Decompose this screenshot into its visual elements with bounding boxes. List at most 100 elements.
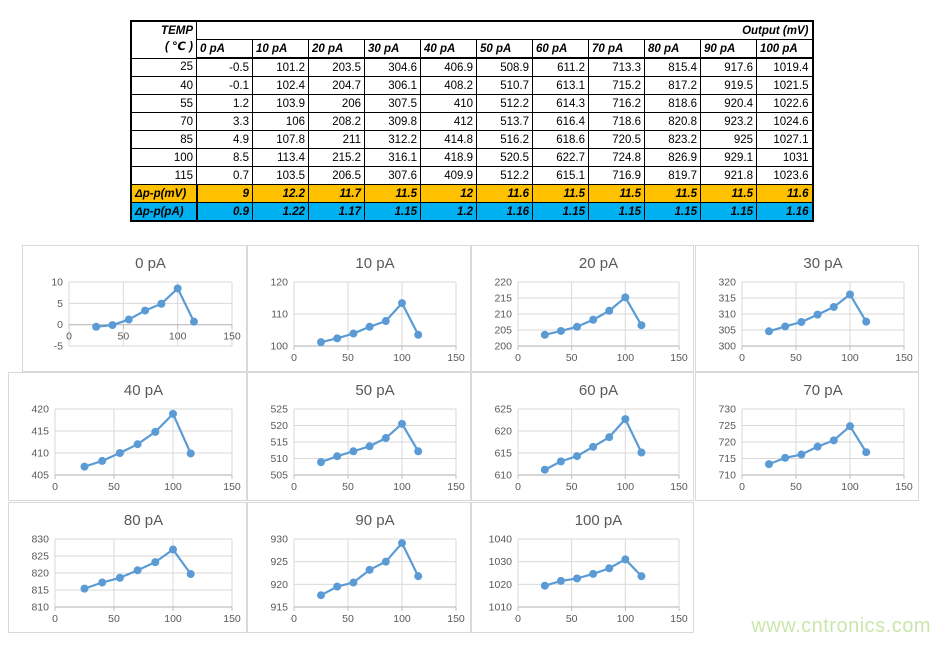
- svg-text:520: 520: [270, 420, 288, 432]
- svg-text:50: 50: [342, 481, 354, 493]
- svg-text:925: 925: [270, 556, 288, 568]
- table-cell: 616.4: [532, 112, 589, 131]
- svg-text:320: 320: [718, 277, 736, 289]
- output-header: Output (mV): [196, 20, 813, 40]
- table-row: 100 8.5 113.4 215.2 316.1 418.9 520.5 622.7 724.…: [130, 148, 813, 167]
- svg-text:305: 305: [718, 325, 736, 337]
- table-cell: 614.3: [532, 94, 589, 113]
- temp-header: TEMP( ℃ ): [130, 20, 197, 59]
- chart-panel-70-pA: 710 715 720 725 730 0 50 100 150 70 pA: [695, 372, 919, 501]
- svg-text:815: 815: [31, 585, 49, 597]
- table-cell: 520.5: [476, 148, 533, 167]
- svg-text:0: 0: [66, 331, 72, 343]
- svg-text:0: 0: [52, 613, 58, 625]
- table-cell: 618.6: [532, 130, 589, 149]
- svg-text:615: 615: [494, 448, 512, 460]
- svg-text:525: 525: [270, 404, 288, 416]
- svg-text:0: 0: [291, 481, 297, 493]
- current-header: 60 pA: [532, 39, 589, 59]
- svg-text:150: 150: [670, 481, 688, 493]
- svg-text:0: 0: [52, 481, 58, 493]
- table-cell: 309.8: [364, 112, 421, 131]
- svg-text:205: 205: [494, 325, 512, 337]
- chart-svg: 1010 1020 1030 1040 0 50 100 150 100 pA: [489, 512, 688, 625]
- table-cell: 713.3: [588, 57, 645, 77]
- current-header: 0 pA: [196, 39, 253, 59]
- table-cell: 921.8: [700, 166, 757, 185]
- current-header: 30 pA: [364, 39, 421, 59]
- table-cell: 510.7: [476, 76, 533, 95]
- current-header: 100 pA: [756, 39, 813, 59]
- table-cell: 819.7: [644, 166, 701, 185]
- svg-text:100: 100: [393, 352, 411, 364]
- svg-text:100: 100: [270, 341, 288, 353]
- delta-cell: 1.17: [308, 202, 365, 222]
- table-cell: 409.9: [420, 166, 477, 185]
- svg-text:50: 50: [342, 352, 354, 364]
- svg-text:720: 720: [718, 437, 736, 449]
- delta-label: Δp-p(pA): [130, 202, 198, 222]
- watermark: www.cntronics.com: [751, 615, 931, 637]
- delta-row: Δp-p(mV) 9 12.2 11.7 11.5 12 11.6 11.5 11.5 11.5 1…: [130, 184, 813, 203]
- table-cell: 1027.1: [756, 130, 813, 149]
- chart-svg: 300 305 310 315 320 0 50 100 150 30 pA: [718, 255, 912, 364]
- table-cell: 408.2: [420, 76, 477, 95]
- svg-text:830: 830: [31, 534, 49, 546]
- svg-text:50: 50: [117, 331, 129, 343]
- table-cell: 1022.6: [756, 94, 813, 113]
- table-cell: 208.2: [308, 112, 365, 131]
- chart-title: 80 pA: [124, 512, 163, 529]
- delta-cell: 12.2: [252, 184, 309, 203]
- svg-text:300: 300: [718, 341, 736, 353]
- chart-title: 100 pA: [575, 512, 623, 529]
- table-cell: 820.8: [644, 112, 701, 131]
- output-table: TEMP( ℃ ) Output (mV) 0 pA 10 pA 20 pA 30 pA 4…: [130, 20, 814, 222]
- table-cell: 1.2: [196, 94, 253, 113]
- table-cell: 412: [420, 112, 477, 131]
- delta-cell: 11.5: [364, 184, 421, 203]
- delta-row: Δp-p(pA) 0.9 1.22 1.17 1.15 1.2 1.16 1.15 1.15 1.…: [130, 202, 813, 222]
- chart-title: 30 pA: [803, 255, 842, 272]
- svg-text:215: 215: [494, 293, 512, 305]
- temp-cell: 40: [130, 76, 197, 95]
- svg-text:50: 50: [566, 481, 578, 493]
- chart-title: 90 pA: [355, 512, 394, 529]
- svg-text:100: 100: [617, 613, 635, 625]
- svg-text:5: 5: [57, 298, 63, 310]
- svg-text:1040: 1040: [489, 534, 513, 546]
- svg-text:0: 0: [515, 613, 521, 625]
- table-cell: 101.2: [252, 57, 309, 77]
- chart-panel-80-pA: 810 815 820 825 830 0 50 100 150 80 pA: [8, 502, 247, 633]
- svg-text:920: 920: [270, 579, 288, 591]
- table-cell: 613.1: [532, 76, 589, 95]
- svg-text:930: 930: [270, 534, 288, 546]
- svg-text:725: 725: [718, 420, 736, 432]
- current-header: 40 pA: [420, 39, 477, 59]
- table-row: 40 -0.1 102.4 204.7 306.1 408.2 510.7 613.1 715.…: [130, 76, 813, 95]
- temp-cell: 85: [130, 130, 197, 149]
- current-header: 50 pA: [476, 39, 533, 59]
- svg-text:50: 50: [342, 613, 354, 625]
- chart-title: 10 pA: [355, 255, 394, 272]
- table-cell: 718.6: [588, 112, 645, 131]
- chart-svg: 200 205 210 215 220 0 50 100 150 20 pA: [494, 255, 687, 364]
- svg-text:820: 820: [31, 568, 49, 580]
- svg-text:50: 50: [566, 352, 578, 364]
- table-cell: 715.2: [588, 76, 645, 95]
- delta-cell: 11.5: [588, 184, 645, 203]
- table-cell: 203.5: [308, 57, 365, 77]
- delta-cell: 1.15: [532, 202, 589, 222]
- current-header-row: 0 pA 10 pA 20 pA 30 pA 40 pA 50 pA 60 pA 70 pA 8…: [131, 39, 813, 59]
- svg-text:150: 150: [447, 481, 465, 493]
- svg-text:50: 50: [790, 352, 802, 364]
- chart-svg: 405 410 415 420 0 50 100 150 40 pA: [31, 382, 240, 493]
- chart-title: 70 pA: [803, 382, 842, 399]
- chart-panel-0-pA: -5 0 5 10 0 50 100 150 0 pA: [22, 245, 247, 372]
- delta-cell: 1.16: [756, 202, 813, 222]
- delta-cell: 1.15: [700, 202, 757, 222]
- table-cell: 1021.5: [756, 76, 813, 95]
- svg-text:0: 0: [739, 352, 745, 364]
- svg-text:0: 0: [291, 352, 297, 364]
- svg-text:825: 825: [31, 551, 49, 563]
